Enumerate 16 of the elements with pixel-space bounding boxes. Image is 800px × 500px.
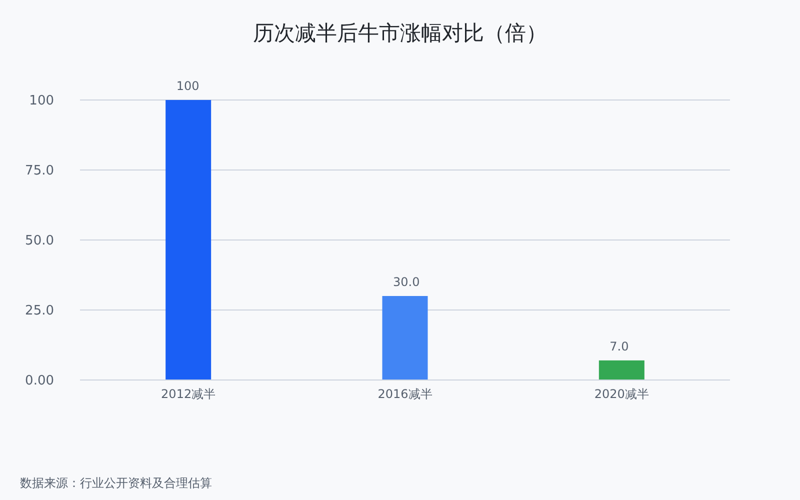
x-tick-label: 2016减半 (378, 387, 432, 401)
data-label: 100 (176, 79, 200, 93)
bar (598, 360, 644, 380)
y-tick-label: 75.0 (25, 164, 54, 179)
y-tick-label: 0.00 (25, 374, 54, 389)
bar (166, 100, 212, 380)
data-label: 7.0 (610, 339, 629, 354)
chart-title: 历次减半后牛市涨幅对比（倍） (253, 21, 547, 45)
y-tick-label: 25.0 (25, 304, 54, 319)
x-tick-label: 2020减半 (594, 387, 649, 401)
data-label: 30.0 (393, 275, 420, 289)
bar (382, 296, 428, 380)
x-tick-label: 2012减半 (161, 387, 216, 401)
y-tick-label: 100 (29, 94, 54, 109)
y-tick-label: 50.0 (25, 234, 54, 249)
source-note: 数据来源：行业公开资料及合理估算 (20, 476, 212, 490)
